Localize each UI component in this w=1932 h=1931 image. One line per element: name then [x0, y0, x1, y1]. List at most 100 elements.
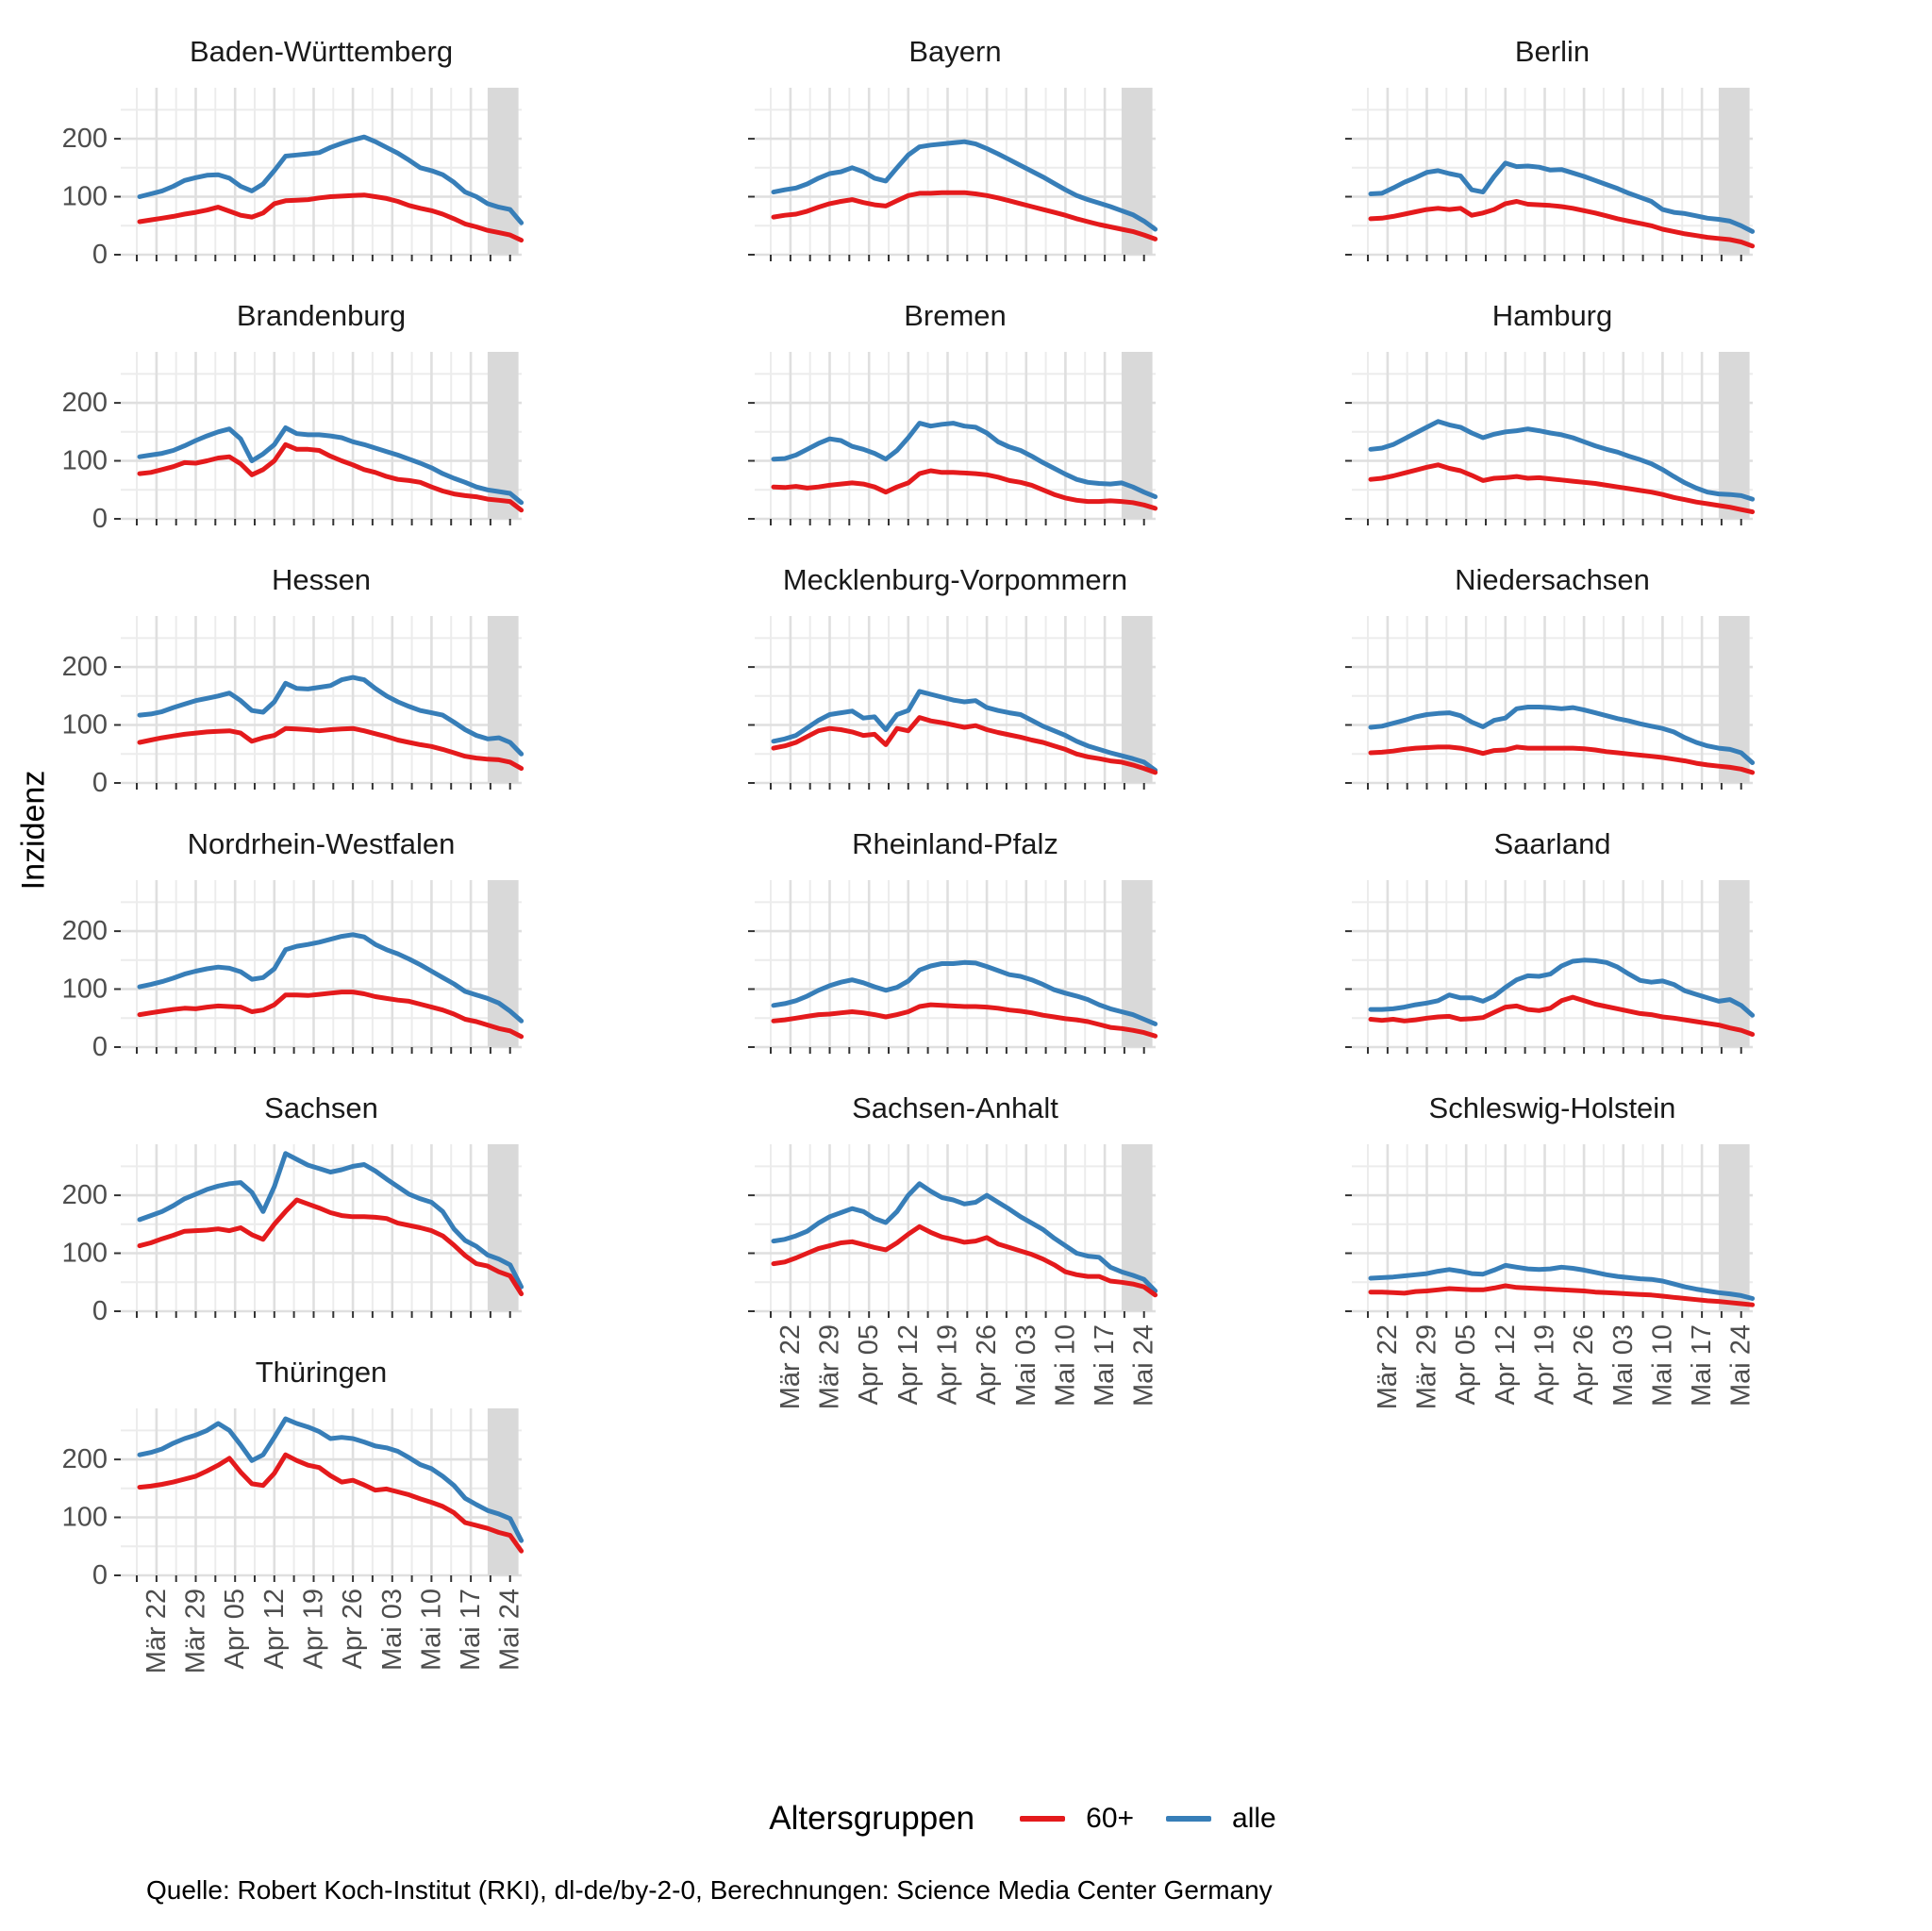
- line-alle: [1368, 160, 1756, 234]
- axis-ticks: [114, 666, 511, 790]
- axis-ticks: [748, 1194, 1145, 1318]
- facet-panel-Nordrhein-Westfalen: 0 100 200: [62, 880, 525, 1062]
- line-p60: [1368, 1283, 1756, 1307]
- axis-ticks: [748, 666, 1145, 790]
- x-tick-labels: Mär 22 Mär 29 Apr 05 Apr 12 Apr 19 Apr 26 Mai …: [775, 1324, 1159, 1409]
- line-alle: [771, 959, 1158, 1026]
- svg-text:Mai 24: Mai 24: [495, 1589, 525, 1671]
- provisional-data-band: [487, 1408, 519, 1575]
- line-alle: [137, 134, 525, 225]
- y-axis-label: Inzidenz: [15, 770, 52, 891]
- facet-title: Baden-Württemberg: [189, 35, 454, 68]
- y-tick-labels: 0 100 200: [62, 1444, 108, 1590]
- svg-text:Mai 17: Mai 17: [1090, 1324, 1120, 1407]
- line-alle: [1368, 957, 1756, 1018]
- svg-text:Apr 05: Apr 05: [854, 1324, 884, 1405]
- svg-text:Apr 19: Apr 19: [933, 1324, 963, 1405]
- svg-text:Apr 26: Apr 26: [972, 1324, 1002, 1405]
- grid-major: [121, 880, 522, 1049]
- svg-text:0: 0: [92, 1560, 108, 1590]
- svg-text:Apr 12: Apr 12: [1491, 1324, 1521, 1405]
- svg-text:Mai 24: Mai 24: [1726, 1324, 1757, 1407]
- facet-panel-Baden-Württemberg: 0 100 200: [62, 88, 525, 270]
- axis-ticks: [1345, 1194, 1742, 1318]
- svg-text:0: 0: [92, 1032, 108, 1062]
- svg-text:100: 100: [62, 1239, 108, 1269]
- svg-text:Apr 05: Apr 05: [220, 1589, 250, 1669]
- svg-text:200: 200: [62, 388, 108, 418]
- y-tick-labels: 0 100 200: [62, 916, 108, 1062]
- line-alle: [771, 139, 1158, 232]
- svg-text:Mär 29: Mär 29: [181, 1589, 211, 1673]
- grid-minor: [755, 352, 1156, 519]
- facet-title: Hessen: [271, 563, 372, 596]
- facet-title: Thüringen: [255, 1356, 388, 1389]
- line-alle: [771, 421, 1158, 500]
- axis-ticks: [114, 402, 511, 525]
- facet-title: Bremen: [904, 299, 1007, 332]
- facet-panel-Saarland: [1345, 880, 1756, 1054]
- legend-label-60plus: 60+: [1086, 1803, 1135, 1834]
- svg-text:Apr 26: Apr 26: [1569, 1324, 1599, 1405]
- grid-major: [121, 616, 522, 785]
- facet-title: Mecklenburg-Vorpommern: [782, 563, 1128, 596]
- svg-text:100: 100: [62, 182, 108, 212]
- provisional-data-band: [1718, 352, 1750, 519]
- facet-title: Sachsen-Anhalt: [852, 1091, 1058, 1124]
- facet-title: Schleswig-Holstein: [1428, 1091, 1676, 1124]
- y-tick-labels: 0 100 200: [62, 1180, 108, 1326]
- grid-major: [755, 88, 1156, 257]
- svg-text:0: 0: [92, 768, 108, 798]
- svg-text:0: 0: [92, 1296, 108, 1326]
- line-alle: [137, 1416, 525, 1543]
- line-alle: [1368, 1262, 1756, 1301]
- svg-text:100: 100: [62, 1503, 108, 1533]
- line-p60: [771, 1224, 1158, 1298]
- facet-panel-Mecklenburg-Vorpommern: [748, 616, 1158, 790]
- axis-ticks: [748, 930, 1145, 1054]
- svg-text:Mär 29: Mär 29: [815, 1324, 845, 1409]
- grid-major: [1352, 616, 1753, 785]
- grid-minor: [121, 616, 522, 783]
- facet-panel-Brandenburg: 0 100 200: [62, 352, 525, 534]
- line-p60: [771, 468, 1158, 511]
- x-tick-labels: Mär 22 Mär 29 Apr 05 Apr 12 Apr 19 Apr 26 Mai …: [142, 1589, 525, 1673]
- svg-text:Apr 19: Apr 19: [1530, 1324, 1560, 1405]
- axis-ticks: [114, 1194, 511, 1318]
- facet-title: Brandenburg: [236, 299, 407, 332]
- grid-major: [755, 1144, 1156, 1313]
- y-tick-labels: 0 100 200: [62, 388, 108, 534]
- legend: Altersgruppen 60+ alle: [57, 1800, 1932, 1838]
- svg-text:Apr 26: Apr 26: [338, 1589, 368, 1669]
- grid-minor: [121, 88, 522, 255]
- legend-label-alle: alle: [1232, 1803, 1276, 1834]
- line-p60: [1368, 462, 1756, 515]
- line-p60: [137, 1197, 525, 1297]
- facet-panel-Berlin: [1345, 88, 1756, 261]
- svg-text:Mär 22: Mär 22: [775, 1324, 806, 1409]
- line-p60: [1368, 744, 1756, 775]
- line-alle: [1368, 419, 1756, 502]
- svg-text:Mai 24: Mai 24: [1129, 1324, 1159, 1407]
- grid-major: [1352, 1144, 1753, 1313]
- line-p60: [771, 1002, 1158, 1039]
- facet-panel-Schleswig-Holstein: Mär 22 Mär 29 Apr 05 Apr 12 Apr 19 Apr 26 Mai …: [1345, 1144, 1757, 1409]
- facet-title: Hamburg: [1491, 299, 1613, 332]
- facet-panel-Sachsen: 0 100 200: [62, 1144, 525, 1326]
- provisional-data-band: [1718, 880, 1750, 1047]
- provisional-data-band: [487, 616, 519, 783]
- line-p60: [1368, 199, 1756, 249]
- facet-panel-Thüringen: 0 100 200 Mär 22 Mär 29 Apr 05 Apr 12 Apr 19 Apr…: [62, 1408, 525, 1673]
- svg-text:100: 100: [62, 446, 108, 476]
- provisional-data-band: [487, 88, 519, 255]
- grid-major: [121, 88, 522, 257]
- axis-ticks: [748, 138, 1145, 261]
- facet-panel-Hamburg: [1345, 352, 1756, 525]
- axis-ticks: [114, 138, 511, 261]
- svg-text:Mär 22: Mär 22: [1373, 1324, 1403, 1409]
- svg-text:Apr 12: Apr 12: [893, 1324, 924, 1405]
- svg-text:Apr 05: Apr 05: [1451, 1324, 1481, 1405]
- facet-title: Nordrhein-Westfalen: [187, 827, 456, 860]
- axis-ticks: [1345, 930, 1742, 1054]
